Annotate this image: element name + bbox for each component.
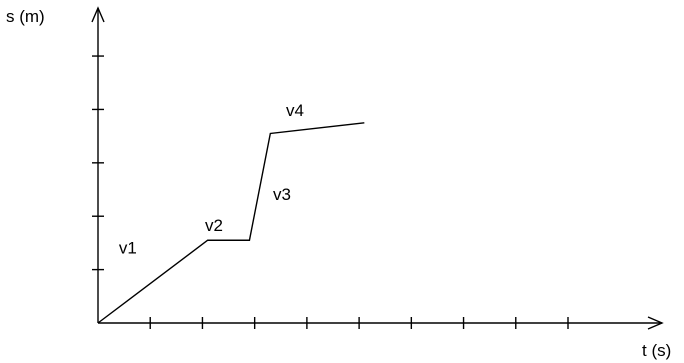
x-ticks (149, 317, 569, 329)
annotation-v4: v4 (286, 101, 304, 120)
x-axis-arrow (647, 316, 664, 330)
y-axis-arrow (91, 6, 105, 23)
y-axis-label: s (m) (6, 7, 45, 26)
annotation-v1: v1 (119, 239, 137, 258)
series-layer (97, 122, 365, 324)
annotation-v2: v2 (205, 216, 223, 235)
y-ticks (92, 55, 104, 271)
series-line-1 (97, 122, 365, 324)
x-axis-label: t (s) (642, 341, 671, 360)
annotation-layer: v1 v2 v3 v4 (119, 101, 304, 258)
annotation-v3: v3 (273, 185, 291, 204)
